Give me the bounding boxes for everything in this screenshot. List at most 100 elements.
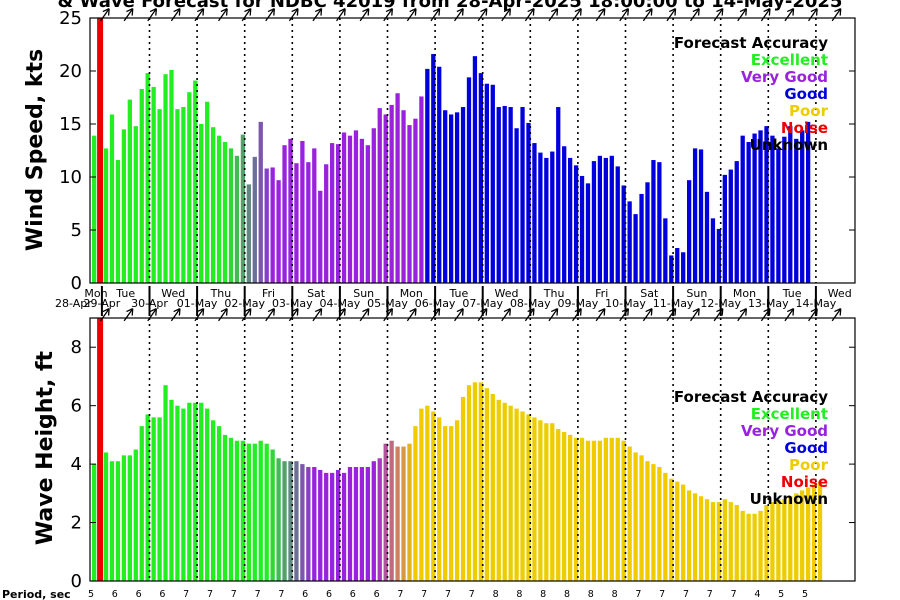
direction-arrow-icon [194, 308, 205, 322]
wave-bar [282, 461, 287, 581]
legend-item-poor: Poor [789, 456, 829, 474]
wave-bar [800, 490, 805, 581]
period-value: 7 [707, 589, 713, 600]
wind-bar [193, 80, 198, 283]
wind-bar [627, 201, 632, 283]
wave-bar [568, 434, 573, 581]
wave-bar [579, 437, 585, 581]
wave-bar [484, 388, 489, 581]
wave-bar [205, 408, 210, 581]
wind-bar [698, 149, 704, 283]
direction-arrow-icon [831, 8, 842, 22]
wave-bar [722, 499, 727, 581]
direction-arrow-icon [359, 308, 370, 322]
wave-bar [740, 510, 745, 581]
wind-bar [663, 218, 668, 283]
wind-bar [806, 121, 811, 283]
direction-arrow-icon [784, 8, 795, 22]
y-tick-label: 0 [71, 571, 82, 592]
wave-bar [496, 399, 501, 581]
wind-bar [276, 180, 281, 283]
y-tick-label: 15 [59, 114, 82, 135]
wind-bar [335, 144, 341, 283]
direction-arrow-icon [595, 308, 606, 322]
direction-arrow-icon [524, 8, 535, 22]
wind-bar [163, 74, 168, 284]
wind-bar [300, 140, 305, 283]
wind-bar [395, 93, 400, 283]
wind-bar [788, 126, 793, 284]
wind-bar [675, 248, 680, 283]
period-value: 7 [255, 589, 261, 600]
period-value: 7 [683, 589, 689, 600]
wave-bar [597, 440, 603, 581]
wind-bar [103, 148, 109, 283]
legend-item-unknown: Unknown [750, 136, 828, 154]
wave-bar [550, 423, 555, 581]
wave-bar [157, 417, 162, 581]
wave-bar [663, 472, 668, 581]
wave-bar [675, 481, 680, 581]
day-of-week: Wed [828, 287, 852, 300]
wave-bar [377, 458, 382, 581]
legend-item-unknown: Unknown [750, 490, 828, 508]
wind-bar [139, 89, 144, 284]
wind-bar [228, 148, 234, 283]
y-tick-label: 0 [71, 273, 82, 294]
wave-bar [365, 467, 370, 581]
wind-bar [365, 145, 370, 283]
wind-bar [264, 168, 269, 283]
day-of-week: Wed [495, 287, 519, 300]
wave-bar [609, 437, 614, 581]
wind-bar [526, 122, 531, 283]
wind-bar [585, 183, 591, 283]
wave-bar [318, 469, 323, 581]
wave-bar [615, 437, 620, 581]
wind-bar [472, 56, 478, 283]
wind-bar [127, 99, 132, 284]
legend-item-good: Good [784, 85, 828, 103]
wave-ylabel: Wave Height, ft [33, 350, 58, 545]
direction-arrow-icon [595, 8, 606, 22]
day-of-week: Tue [449, 287, 469, 300]
wind-bar [454, 112, 460, 283]
wave-bar [139, 426, 144, 581]
wave-bar [401, 446, 406, 581]
y-tick-label: 2 [71, 513, 82, 534]
wind-bar [353, 130, 359, 283]
period-value: 7 [445, 589, 451, 600]
period-value: 7 [183, 589, 189, 600]
noise-marker [97, 18, 104, 283]
wind-bar [258, 121, 263, 283]
wave-bar [544, 423, 549, 581]
chart-title: & Wave Forecast for NDBC 42019 from 28-A… [58, 0, 843, 12]
wind-bar [746, 142, 751, 283]
period-value: 8 [612, 589, 618, 600]
wave-bar [472, 382, 478, 581]
wave-bar [532, 417, 537, 581]
direction-arrow-icon [737, 8, 748, 22]
wave-bar [127, 455, 132, 581]
day-of-week: Fri [595, 287, 608, 300]
wind-bar [312, 148, 317, 283]
wind-bar [532, 143, 537, 283]
wave-bar [324, 472, 329, 581]
legend-title: Forecast Accuracy [674, 388, 828, 406]
direction-arrow-icon [642, 308, 653, 322]
direction-arrow-icon [100, 8, 110, 22]
wave-bar [216, 426, 222, 581]
direction-arrow-icon [548, 308, 559, 322]
wind-bar [603, 157, 608, 283]
wave-bar [562, 431, 567, 581]
direction-arrow-icon [170, 308, 181, 322]
wind-bar [568, 157, 573, 283]
day-labels: Mon28-AprTue29-AprWed30-AprThu01-MayFri0… [55, 286, 852, 316]
wind-bar [246, 184, 251, 283]
wave-bar [276, 458, 281, 581]
wind-bar [157, 109, 162, 283]
day-of-week: Mon [733, 287, 756, 300]
wave-bar [460, 396, 466, 581]
wind-bar [728, 169, 733, 283]
